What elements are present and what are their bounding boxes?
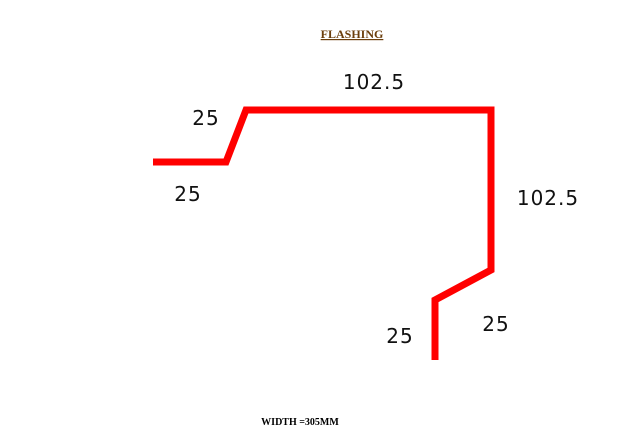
dim-label-right-segment: 102.5 [517,186,579,210]
dim-label-bottom-drop: 25 [386,324,413,348]
dim-label-lower-left-flat: 25 [174,182,201,206]
width-note: WIDTH =305MM [261,417,339,428]
flashing-profile-line [153,106,495,360]
dim-label-top-segment: 102.5 [343,70,405,94]
drawing-title: FLASHING [321,27,384,41]
dim-label-lower-right-slope: 25 [482,312,509,336]
dim-label-upper-left-slope: 25 [192,106,219,130]
